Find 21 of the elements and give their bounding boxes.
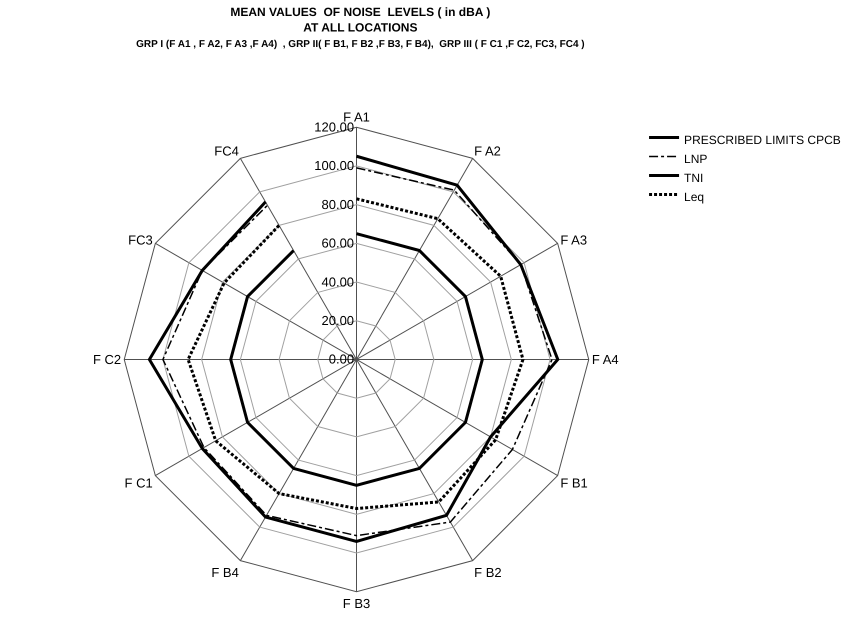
spoke-label: F A4 — [592, 352, 619, 368]
legend-label: TNI — [684, 171, 704, 186]
y-tick-label: 40.00 — [322, 274, 354, 290]
legend-label: Leq — [684, 190, 704, 204]
chart-subtitle: AT ALL LOCATIONS GRP I (F A1 , F A2, F A3 ,F A4) , GRP II( F B1, F B2 ,F B3, F B4), GRP III ( F C1 ,F C2, FC3, FC4 ) — [136, 20, 585, 50]
spoke-label: F B4 — [211, 564, 239, 580]
chart-title: MEAN VALUES OF NOISE LEVELS ( in dBA ) — [230, 4, 490, 19]
spoke-label: F C2 — [92, 352, 122, 368]
spoke-label: F A3 — [560, 232, 588, 248]
spoke-label: F B1 — [560, 476, 588, 491]
spoke-label: F B3 — [342, 596, 370, 611]
legend-label: LNP — [684, 152, 708, 166]
spoke-label: F C1 — [124, 476, 153, 491]
spoke-label: F A2 — [474, 144, 501, 159]
y-tick-label: 80.00 — [322, 196, 354, 212]
spoke-label: FC4 — [214, 144, 239, 159]
spoke-label: FC3 — [128, 232, 153, 248]
y-tick-label: 100.00 — [314, 158, 354, 174]
y-tick-label: 60.00 — [322, 236, 354, 251]
spoke-label: F B2 — [474, 564, 502, 580]
legend-label: PRESCRIBED LIMITS CPCB — [684, 133, 841, 148]
